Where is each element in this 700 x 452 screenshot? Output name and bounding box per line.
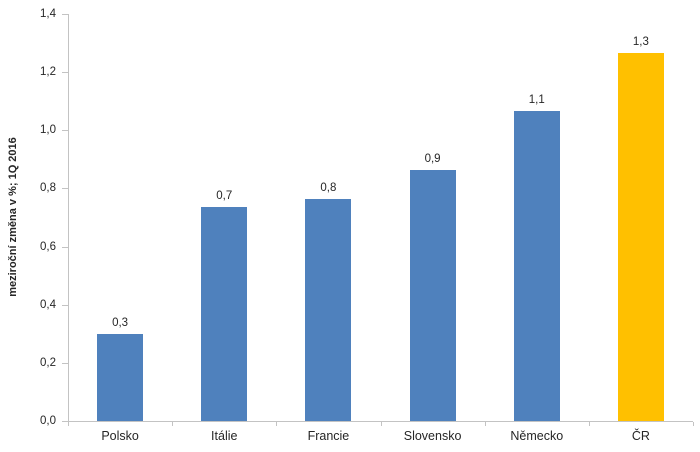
y-axis-tick — [62, 14, 68, 15]
y-axis-tick-label: 1,2 — [40, 66, 56, 79]
x-axis-category-label: ČR — [631, 429, 650, 443]
x-axis-tick — [485, 422, 486, 426]
x-axis-tick — [589, 422, 590, 426]
y-axis-tick — [62, 362, 68, 364]
bar-slovensko — [410, 170, 456, 421]
bar-value-label: 0,3 — [112, 317, 129, 329]
x-axis-category-label: Německo — [510, 429, 564, 443]
x-axis-tick — [276, 422, 277, 426]
y-axis-tick — [62, 130, 68, 132]
y-axis-tick-label: 0,4 — [40, 298, 56, 311]
x-axis-category-label: Francie — [307, 429, 350, 443]
bar-value-label: 0,7 — [216, 190, 233, 202]
y-axis-tick — [62, 72, 68, 74]
y-axis-tick — [62, 421, 68, 422]
y-axis-line — [68, 14, 69, 422]
bar-polsko — [97, 334, 143, 421]
x-axis-tick — [172, 422, 173, 426]
y-axis-tick-label: 1,4 — [40, 8, 56, 20]
bar-value-label: 0,9 — [424, 153, 441, 165]
x-axis-tick — [381, 422, 382, 426]
bar-německo — [514, 111, 560, 421]
bar-itálie — [201, 207, 247, 421]
y-axis-tick-label: 0,8 — [40, 182, 56, 195]
y-axis-tick — [62, 188, 68, 190]
x-axis-tick — [693, 422, 694, 426]
x-axis-category-label: Itálie — [211, 429, 238, 443]
y-axis-tick-label: 0,6 — [40, 240, 56, 253]
y-axis-tick-label: 0,2 — [40, 356, 56, 369]
bar-value-label: 1,1 — [528, 94, 545, 106]
y-axis-tick — [62, 246, 68, 248]
bar-value-label: 1,3 — [632, 36, 649, 48]
x-axis-tick — [68, 422, 69, 426]
x-axis-category-label: Polsko — [101, 429, 139, 443]
bar-čr — [618, 53, 664, 421]
x-axis-line — [68, 421, 693, 422]
bar-francie — [305, 199, 351, 421]
x-axis-category-label: Slovensko — [403, 429, 462, 443]
bar-value-label: 0,8 — [320, 182, 337, 194]
y-axis-tick — [62, 304, 68, 306]
y-axis-title: meziroční změna v %; 1Q 2016 — [7, 137, 19, 297]
y-axis-tick-label: 0,0 — [40, 415, 56, 427]
y-axis-tick-label: 1,0 — [40, 124, 56, 137]
